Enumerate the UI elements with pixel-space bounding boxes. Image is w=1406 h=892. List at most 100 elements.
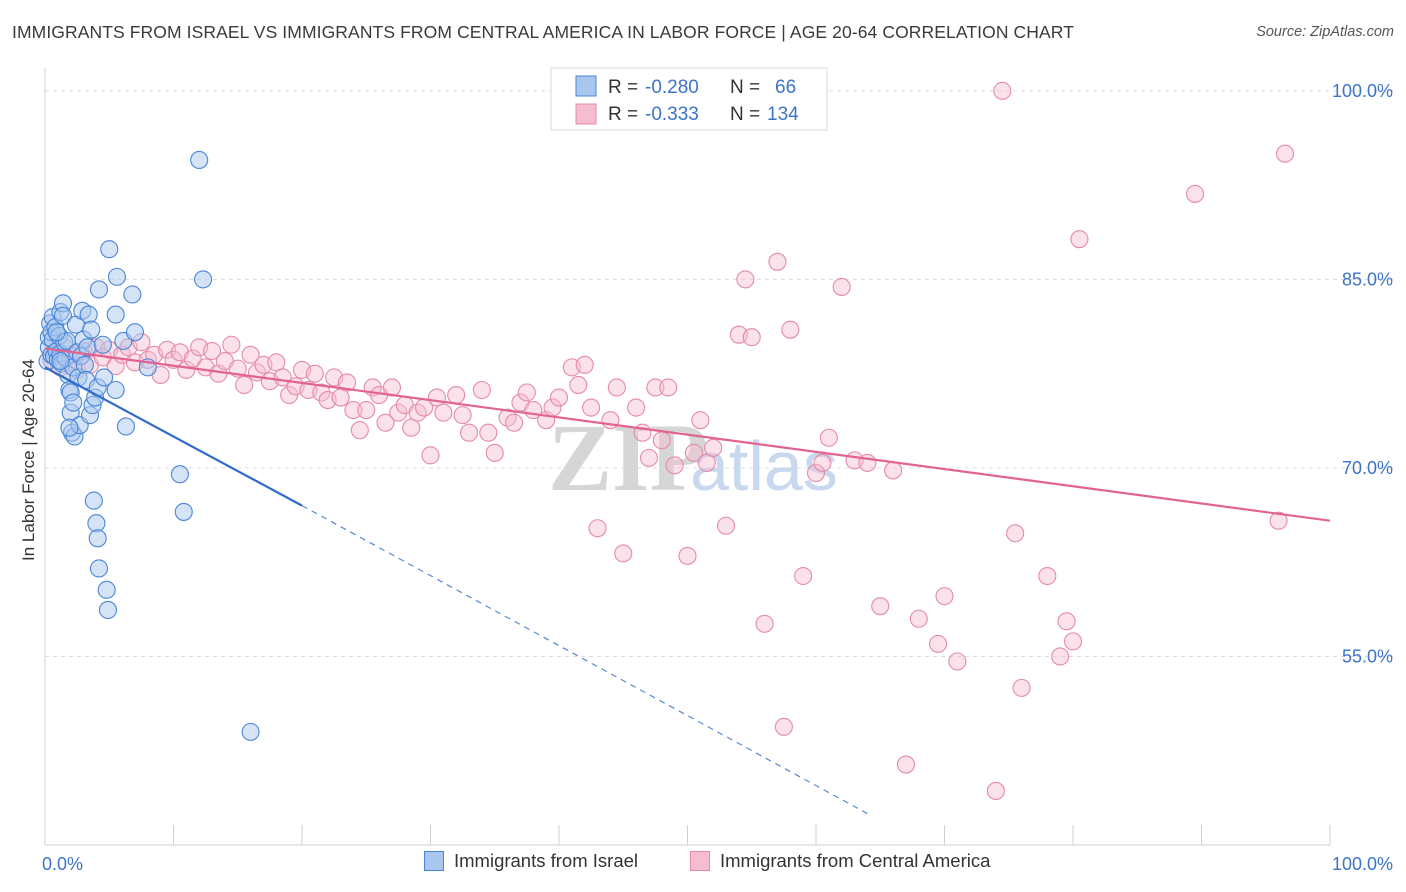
- ca-point-92: [665, 456, 684, 475]
- y-tick-label-0: 55.0%: [1342, 646, 1393, 666]
- ca-point-91: [659, 378, 678, 397]
- ca-point-62: [427, 388, 446, 407]
- ca-point-130: [1275, 144, 1295, 163]
- ca-point-47: [331, 388, 350, 407]
- x-tick-label-0: 0.0%: [42, 854, 83, 874]
- israel-point-63: [174, 502, 193, 521]
- israel-point-70: [107, 267, 127, 286]
- legend-label-central-america: Immigrants from Central America: [720, 850, 991, 871]
- israel-trendline-extension: [301, 505, 868, 815]
- israel-point-46: [88, 529, 107, 548]
- israel-point-17: [53, 306, 73, 325]
- ca-point-113: [871, 597, 890, 616]
- israel-point-54: [89, 559, 109, 578]
- ca-point-127: [1063, 632, 1083, 651]
- ca-point-89: [646, 378, 665, 397]
- ca-point-104: [774, 717, 793, 736]
- ca-point-30: [222, 335, 241, 354]
- legend-item-central-america: Immigrants from Central America: [690, 850, 990, 872]
- israel-point-43: [84, 491, 103, 510]
- ca-point-129: [1186, 184, 1205, 203]
- legend-israel-swatch: [575, 75, 597, 97]
- axes: [44, 68, 1331, 846]
- israel-point-67: [60, 418, 79, 437]
- chart-title: IMMIGRANTS FROM ISRAEL VS IMMIGRANTS FRO…: [12, 22, 1074, 42]
- legend-ca-r-value: -0.333: [645, 104, 699, 125]
- ca-point-107: [806, 463, 826, 483]
- ca-point-69: [485, 443, 504, 462]
- israel-point-68: [51, 352, 70, 371]
- y-tick-label-2: 85.0%: [1342, 269, 1393, 289]
- ca-point-90: [652, 431, 671, 450]
- legend-israel-r-value: -0.280: [645, 77, 699, 98]
- ca-point-110: [832, 277, 851, 296]
- ca-point-64: [447, 385, 466, 405]
- ca-point-54: [376, 413, 395, 432]
- y-tick-label-3: 100.0%: [1332, 81, 1393, 101]
- ca-point-108: [813, 453, 832, 472]
- watermark: ZIP atlas: [548, 404, 838, 511]
- israel-point-66: [241, 722, 260, 741]
- ca-point-118: [935, 587, 954, 606]
- ca-point-123: [1012, 678, 1031, 697]
- ca-point-58: [402, 418, 421, 437]
- legend-item-israel: Immigrants from Israel: [424, 850, 638, 872]
- ca-point-65: [453, 406, 472, 425]
- ca-point-81: [582, 398, 601, 417]
- israel-point-50: [95, 368, 114, 387]
- legend-label-israel: Immigrants from Israel: [454, 850, 639, 871]
- ca-point-71: [504, 413, 524, 432]
- ca-point-67: [472, 380, 491, 400]
- israel-point-26: [64, 393, 83, 412]
- legend-israel-r-label: R =: [608, 77, 638, 98]
- ca-point-88: [639, 448, 659, 467]
- y-axis-label: In Labor Force | Age 20-64: [19, 359, 38, 561]
- israel-point-64: [190, 150, 209, 170]
- legend-ca-r-label: R =: [608, 104, 638, 125]
- ca-point-98: [716, 516, 736, 535]
- ca-point-79: [569, 375, 588, 395]
- ca-point-101: [742, 328, 761, 347]
- ca-point-119: [948, 652, 967, 671]
- ca-point-37: [267, 353, 286, 372]
- ca-point-100: [736, 270, 755, 289]
- ca-point-124: [1038, 566, 1057, 586]
- israel-point-48: [89, 280, 109, 299]
- ca-point-84: [607, 378, 626, 397]
- legend-swatch-central-america: [690, 851, 710, 871]
- ca-point-80: [575, 355, 594, 374]
- y-tick-label-1: 70.0%: [1342, 458, 1393, 478]
- israel-point-56: [106, 380, 125, 400]
- ca-point-24: [183, 349, 202, 368]
- ca-point-61: [421, 446, 440, 465]
- legend-top: R = -0.280 N = 66 R = -0.333 N = 134: [550, 67, 828, 131]
- israel-point-49: [93, 335, 112, 354]
- source-label: Source: ZipAtlas.com: [1256, 24, 1394, 40]
- legend-bottom: Immigrants from Israel Immigrants from C…: [0, 850, 1406, 880]
- ca-point-96: [697, 453, 716, 472]
- ca-point-23: [177, 360, 196, 379]
- trendlines: [44, 347, 1331, 815]
- legend-ca-n-value: 134: [767, 104, 799, 125]
- israel-point-62: [170, 465, 189, 484]
- ca-point-93: [678, 546, 697, 565]
- legend-ca-swatch: [575, 103, 597, 125]
- ca-point-121: [993, 81, 1012, 100]
- israel-point-45: [87, 514, 106, 533]
- watermark-zip: ZIP: [548, 404, 708, 511]
- grid: [45, 90, 1395, 657]
- ca-point-27: [203, 341, 222, 361]
- ca-point-131: [1269, 511, 1288, 530]
- ca-point-125: [1051, 647, 1070, 666]
- legend-swatch-israel: [424, 851, 444, 871]
- ca-point-102: [755, 614, 774, 633]
- israel-trendline: [44, 366, 303, 507]
- x-tick-labels: 0.0% 100.0%: [42, 854, 1393, 874]
- israel-point-60: [125, 323, 144, 342]
- ca-point-105: [781, 320, 800, 339]
- ca-point-63: [434, 403, 453, 422]
- y-tick-labels: 55.0% 70.0% 85.0% 100.0%: [1332, 81, 1393, 667]
- ca-point-97: [704, 438, 723, 457]
- ca-point-106: [794, 566, 813, 586]
